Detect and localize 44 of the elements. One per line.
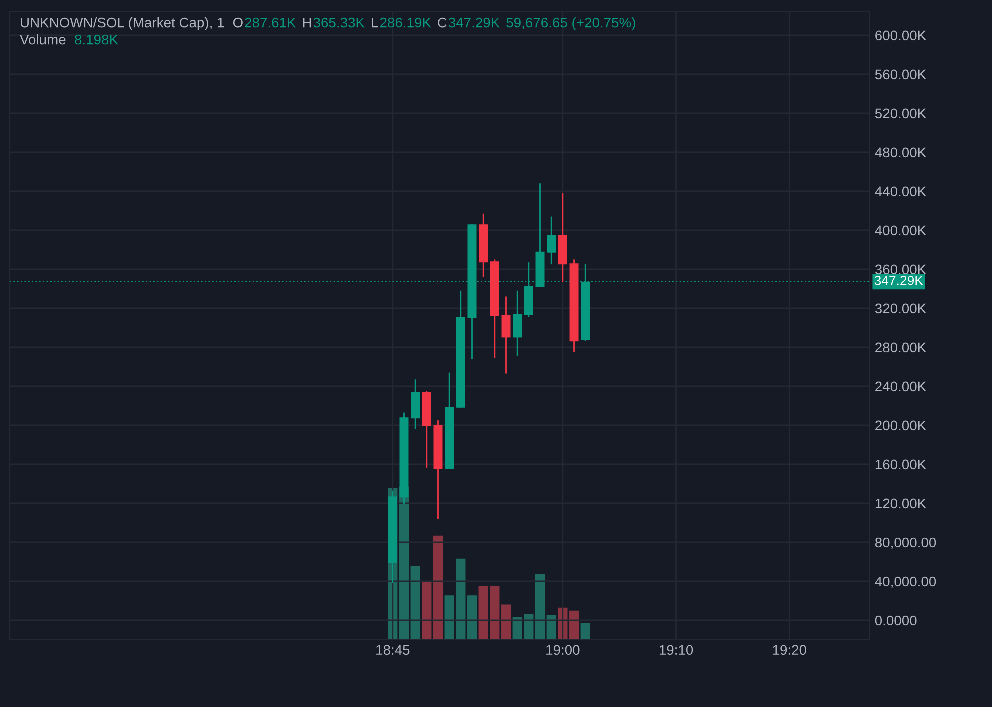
y-tick-label: 360.00K bbox=[875, 264, 926, 275]
y-tick-label: 80,000.00 bbox=[875, 538, 936, 550]
y-tick-label: 320.00K bbox=[875, 304, 926, 314]
y-tick-label: 280.00K bbox=[876, 342, 926, 353]
y-tick-label: 600.00K bbox=[876, 30, 926, 41]
y-tick-label: 520.00K bbox=[875, 108, 926, 119]
bar bbox=[467, 596, 478, 640]
candlestick bbox=[547, 216, 556, 266]
x-tick-label: 18:45 bbox=[376, 645, 410, 656]
x-tick-label: 19:10 bbox=[660, 645, 694, 656]
annotation: H bbox=[303, 18, 312, 28]
y-tick-label: 120.00K bbox=[876, 498, 926, 509]
annotation: 287.61K bbox=[245, 18, 296, 28]
annotation: C bbox=[438, 18, 447, 28]
y-tick-label: 240.00K bbox=[876, 382, 926, 392]
annotation: 347.29K bbox=[448, 18, 500, 28]
x-tick-label: 19:00 bbox=[546, 645, 580, 656]
bar bbox=[546, 615, 556, 640]
x-tick-label: 19:20 bbox=[773, 645, 806, 656]
y-tick-label: 480.00K bbox=[875, 148, 926, 158]
y-tick-label: 560.00K bbox=[875, 70, 926, 80]
annotation: 59,676.65 (+20.75%) bbox=[506, 18, 636, 30]
candlestick bbox=[502, 296, 511, 374]
ref-line-label: 347.29K bbox=[874, 276, 924, 286]
y-tick-label: 400.00K bbox=[875, 226, 926, 236]
annotation: L bbox=[372, 18, 378, 28]
bar bbox=[422, 582, 432, 640]
y-tick-label: 200.00K bbox=[876, 420, 926, 431]
y-tick-label: 40,000.00 bbox=[875, 576, 936, 588]
annotation: Volume bbox=[20, 34, 66, 45]
y-tick-label: 440.00K bbox=[875, 186, 926, 197]
annotation: O bbox=[233, 18, 243, 28]
bar bbox=[501, 604, 512, 640]
y-tick-label: 0.0000 bbox=[875, 616, 917, 626]
bar bbox=[535, 574, 546, 640]
annotation: 286.19K bbox=[380, 18, 432, 28]
annotation: 8.198K bbox=[75, 34, 118, 45]
y-tick-label: 160.00K bbox=[876, 460, 926, 470]
annotation: 365.33K bbox=[314, 18, 365, 28]
bar bbox=[433, 536, 444, 640]
bar bbox=[410, 566, 420, 640]
chart-title: UNKNOWN/SOL (Market Cap), 1 bbox=[21, 18, 224, 30]
candlestick bbox=[513, 290, 522, 357]
bar bbox=[580, 623, 590, 640]
